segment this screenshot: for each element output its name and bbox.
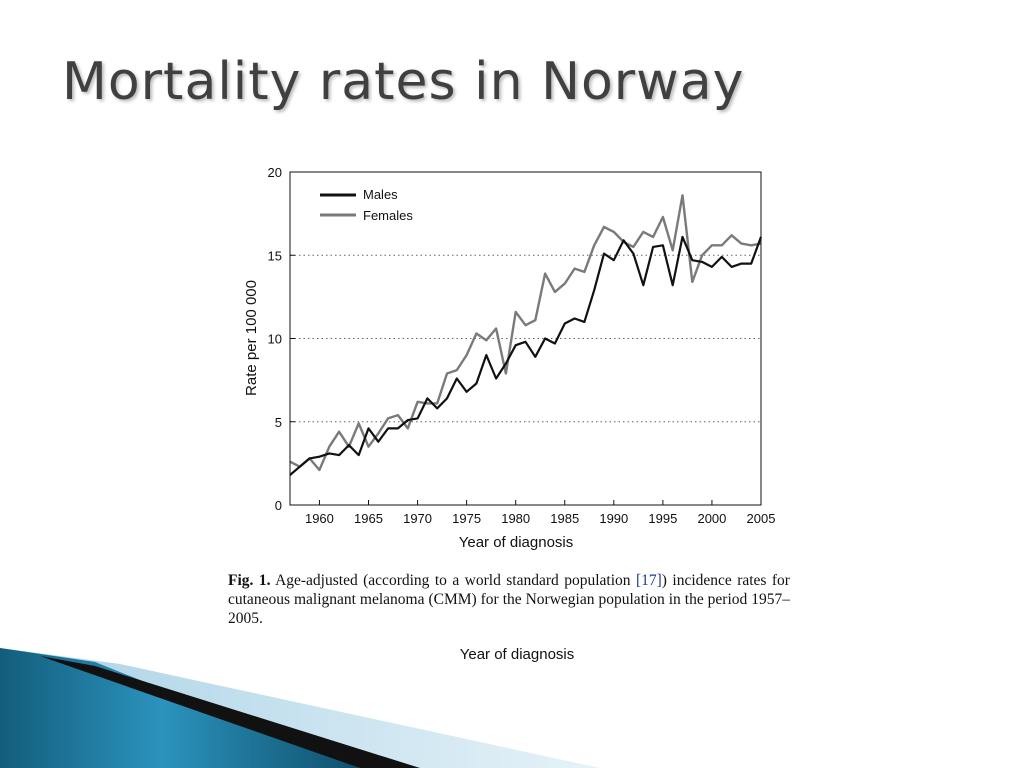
decor-blue-band: [0, 648, 360, 768]
x-tick-label-1975: 1975: [452, 511, 481, 526]
y-tick-label-10: 10: [268, 332, 282, 347]
chart-gridlines: [290, 254, 761, 423]
y-axis-title: Rate per 100 000: [243, 280, 260, 396]
x-tick-label-1990: 1990: [599, 511, 628, 526]
legend-label-females: Females: [363, 208, 413, 223]
x-tick-label-1960: 1960: [305, 511, 334, 526]
series-line-females: [289, 194, 762, 472]
y-tick-label-20: 20: [268, 165, 282, 180]
caption-figure-number: Fig. 1.: [228, 572, 271, 589]
x-axis-title: Year of diagnosis: [459, 534, 574, 551]
x-tick-label-1995: 1995: [648, 511, 677, 526]
x-tick-label-2005: 2005: [747, 511, 776, 526]
y-tick-label-0: 0: [275, 498, 282, 513]
chart-legend: Males Females: [320, 187, 413, 223]
figure-caption: Fig. 1. Age-adjusted (according to a wor…: [228, 571, 790, 628]
chart-series-lines: [289, 194, 763, 476]
repeated-axis-label: Year of diagnosis: [459, 646, 575, 663]
x-tick-label-2000: 2000: [697, 511, 726, 526]
x-tick-label-1980: 1980: [501, 511, 530, 526]
caption-text-end: ) incidence rates for cutaneous malignan…: [228, 572, 790, 627]
legend-label-males: Males: [363, 187, 398, 202]
caption-text-start: Age-adjusted (according to a world stand…: [275, 572, 636, 589]
slide-title: Mortality rates in Norway: [62, 52, 745, 112]
x-tick-label-1970: 1970: [403, 511, 432, 526]
series-line-males: [289, 235, 763, 476]
y-tick-label-5: 5: [275, 415, 282, 430]
y-tick-label-15: 15: [268, 248, 282, 263]
chart-ticks: 0 5 10 15 20 1960 1965 1970 1975 1980 1985 1990 1995…: [268, 165, 776, 526]
decor-dark-stripe: [40, 656, 420, 768]
x-tick-label-1965: 1965: [354, 511, 383, 526]
x-tick-label-1985: 1985: [550, 511, 579, 526]
caption-reference-link[interactable]: [17]: [635, 572, 662, 589]
